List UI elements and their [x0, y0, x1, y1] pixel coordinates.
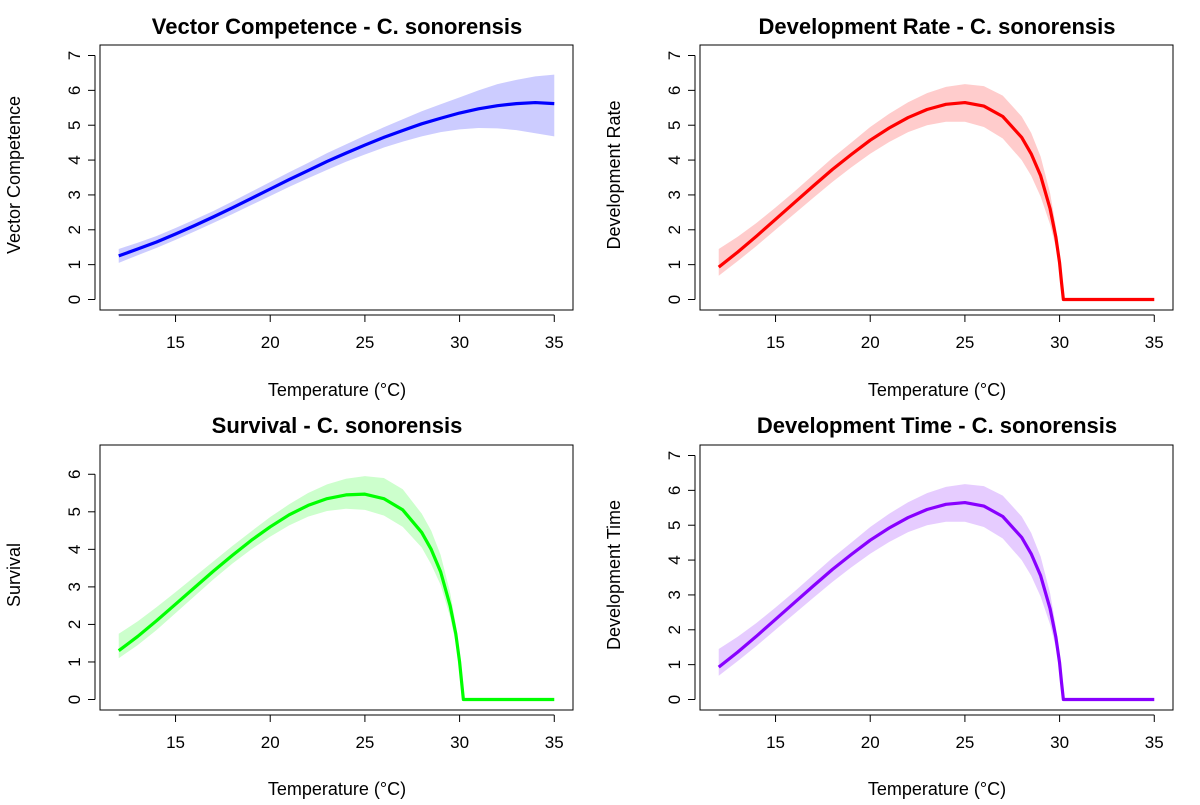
y-axis-label: Vector Competence — [4, 96, 24, 254]
y-tick-label: 2 — [65, 620, 84, 629]
plot-area: 15 20 25 30 35 0 1 2 3 4 5 6 7 — [665, 44, 1174, 352]
y-tick-label: 6 — [65, 470, 84, 479]
y-tick-label: 6 — [665, 486, 684, 495]
y-tick-label: 1 — [665, 260, 684, 269]
y-axis-label: Survival — [4, 543, 24, 607]
y-tick-label: 1 — [65, 657, 84, 666]
panel-development-time: Development Time - C. sonorensis Tempera… — [604, 413, 1174, 799]
y-tick-label: 0 — [665, 695, 684, 704]
x-tick-label: 25 — [355, 333, 374, 352]
x-tick-label: 35 — [1145, 733, 1164, 752]
x-tick-label: 25 — [955, 333, 974, 352]
x-tick-label: 15 — [166, 733, 185, 752]
series-line — [118, 100, 555, 258]
y-axis-label: Development Time — [604, 500, 624, 650]
chart-title: Development Rate - C. sonorensis — [759, 14, 1116, 39]
x-tick-label: 20 — [261, 733, 280, 752]
y-tick-label: 5 — [665, 520, 684, 529]
y-tick-label: 4 — [665, 555, 684, 564]
y-tick-label: 4 — [665, 155, 684, 164]
y-tick-label: 7 — [65, 51, 84, 60]
plot-frame — [99, 444, 574, 711]
confidence-band — [718, 484, 1155, 700]
plot-area: 15 20 25 30 35 0 1 2 3 4 5 6 — [65, 444, 574, 752]
x-tick-label: 15 — [766, 733, 785, 752]
x-tick-label: 25 — [955, 733, 974, 752]
x-tick-label: 15 — [766, 333, 785, 352]
y-tick-label: 2 — [665, 625, 684, 634]
series-line — [717, 500, 1155, 702]
y-tick-label: 7 — [665, 451, 684, 460]
x-tick-label: 30 — [450, 733, 469, 752]
y-tick-label: 0 — [65, 695, 84, 704]
confidence-band — [118, 74, 555, 263]
x-tick-label: 20 — [861, 733, 880, 752]
plot-frame — [699, 444, 1174, 711]
x-axis-label: Temperature (°C) — [868, 779, 1006, 799]
panel-development-rate: Development Rate - C. sonorensis Tempera… — [604, 14, 1174, 400]
x-tick-label: 20 — [861, 333, 880, 352]
y-tick-label: 3 — [65, 582, 84, 591]
panel-survival: Survival - C. sonorensis Temperature (°C… — [4, 413, 574, 799]
y-tick-label: 0 — [665, 295, 684, 304]
x-tick-label: 15 — [166, 333, 185, 352]
x-tick-label: 35 — [1145, 333, 1164, 352]
y-tick-label: 1 — [665, 660, 684, 669]
y-tick-label: 6 — [65, 86, 84, 95]
x-tick-label: 20 — [261, 333, 280, 352]
y-tick-label: 5 — [65, 507, 84, 516]
confidence-band — [118, 476, 555, 700]
y-tick-label: 5 — [665, 120, 684, 129]
x-axis-label: Temperature (°C) — [268, 380, 406, 400]
chart-title: Survival - C. sonorensis — [212, 413, 463, 438]
series-line — [117, 492, 555, 702]
x-axis-label: Temperature (°C) — [268, 779, 406, 799]
y-tick-label: 0 — [65, 295, 84, 304]
x-tick-label: 30 — [1050, 733, 1069, 752]
x-tick-label: 35 — [545, 333, 564, 352]
plot-frame — [99, 44, 574, 311]
y-tick-label: 1 — [65, 260, 84, 269]
y-tick-label: 4 — [65, 155, 84, 164]
y-tick-label: 4 — [65, 545, 84, 554]
confidence-band — [718, 84, 1155, 300]
panel-vector-competence: Vector Competence - C. sonorensis Temper… — [4, 14, 574, 400]
y-tick-label: 5 — [65, 120, 84, 129]
y-axis-label: Development Rate — [604, 100, 624, 249]
x-tick-label: 35 — [545, 733, 564, 752]
y-tick-label: 6 — [665, 86, 684, 95]
plot-frame — [699, 44, 1174, 311]
y-tick-label: 2 — [65, 225, 84, 234]
x-tick-label: 30 — [1050, 333, 1069, 352]
chart-title: Vector Competence - C. sonorensis — [152, 14, 522, 39]
y-tick-label: 3 — [665, 190, 684, 199]
plot-area: 15 20 25 30 35 0 1 2 3 4 5 6 7 — [65, 44, 574, 352]
plot-area: 15 20 25 30 35 0 1 2 3 4 5 6 7 — [665, 444, 1174, 752]
x-tick-label: 30 — [450, 333, 469, 352]
y-tick-label: 7 — [665, 51, 684, 60]
y-tick-label: 3 — [665, 590, 684, 599]
series-line — [717, 100, 1155, 302]
y-tick-label: 3 — [65, 190, 84, 199]
x-tick-label: 25 — [355, 733, 374, 752]
y-tick-label: 2 — [665, 225, 684, 234]
x-axis-label: Temperature (°C) — [868, 380, 1006, 400]
chart-title: Development Time - C. sonorensis — [757, 413, 1117, 438]
